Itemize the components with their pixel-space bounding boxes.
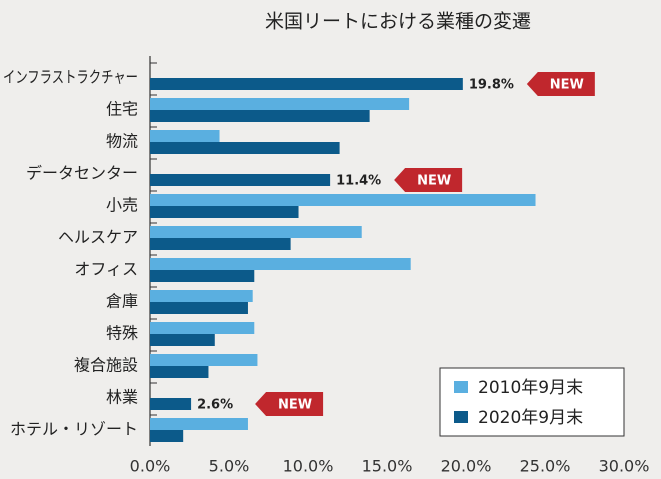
x-tick-label: 25.0% — [520, 457, 571, 476]
badge-shape — [394, 168, 463, 192]
y-tick-label: 複合施設 — [74, 356, 138, 375]
y-tick-label: 物流 — [106, 132, 138, 151]
badge-shape — [526, 72, 595, 96]
bar — [150, 194, 536, 206]
value-label: 2.6% — [197, 398, 233, 413]
y-tick-label: データセンター — [26, 164, 138, 183]
y-tick-label: 住宅 — [106, 100, 138, 119]
x-tick-label: 30.0% — [599, 457, 650, 476]
legend-box — [439, 367, 625, 437]
bar — [150, 258, 411, 270]
bar — [150, 78, 463, 90]
bar — [150, 226, 362, 238]
bar — [150, 142, 340, 154]
chart-title: 米国リートにおける業種の変遷 — [265, 11, 531, 33]
y-tick-label: 林業 — [106, 388, 138, 407]
legend-swatch — [454, 411, 468, 423]
bar — [150, 334, 215, 346]
y-tick-label: 小売 — [106, 196, 138, 215]
y-tick-label: 特殊 — [106, 324, 138, 343]
x-tick-label: 10.0% — [283, 457, 334, 476]
bar — [150, 366, 209, 378]
y-tick-label: インフラストラクチャー — [3, 68, 138, 87]
bar — [150, 398, 192, 410]
bar — [150, 98, 410, 110]
badge-label: NEW — [550, 78, 584, 93]
bar — [150, 354, 258, 366]
bar — [150, 290, 253, 302]
y-tick-label: ホテル・リゾート — [10, 420, 138, 439]
bar — [150, 430, 184, 442]
bar — [150, 206, 299, 218]
x-tick-label: 15.0% — [362, 457, 413, 476]
bar — [150, 238, 291, 250]
bar — [150, 270, 255, 282]
bar — [150, 174, 331, 186]
value-label: 19.8% — [469, 78, 514, 93]
legend-swatch — [454, 381, 468, 393]
legend-label: 2010年9月末 — [478, 378, 583, 398]
x-tick-label: 0.0% — [130, 457, 171, 476]
bar — [150, 322, 255, 334]
bar — [150, 130, 220, 142]
bar — [150, 418, 248, 430]
y-tick-label: 倉庫 — [106, 292, 138, 311]
legend-label: 2020年9月末 — [478, 408, 583, 428]
bar — [150, 302, 248, 314]
y-tick-label: ヘルスケア — [58, 228, 138, 247]
badge-label: NEW — [278, 398, 312, 413]
bar — [150, 110, 370, 122]
y-tick-label: オフィス — [74, 260, 138, 279]
badge-shape — [255, 392, 324, 416]
badge-label: NEW — [417, 174, 451, 189]
value-label: 11.4% — [336, 174, 381, 189]
x-tick-label: 5.0% — [209, 457, 250, 476]
x-tick-label: 20.0% — [441, 457, 492, 476]
